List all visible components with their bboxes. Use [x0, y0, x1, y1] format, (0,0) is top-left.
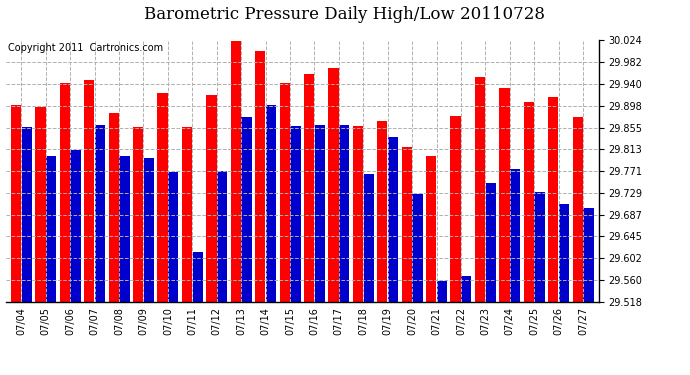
- Bar: [241, 117, 252, 302]
- Bar: [377, 121, 388, 302]
- Bar: [108, 113, 119, 302]
- Bar: [548, 98, 558, 302]
- Bar: [388, 136, 398, 302]
- Bar: [168, 172, 179, 302]
- Bar: [510, 169, 520, 302]
- Bar: [46, 156, 57, 302]
- Bar: [206, 95, 217, 302]
- Bar: [353, 126, 363, 302]
- Bar: [157, 93, 168, 302]
- Bar: [500, 88, 509, 302]
- Bar: [84, 80, 95, 302]
- Bar: [279, 83, 290, 302]
- Bar: [573, 117, 583, 302]
- Bar: [451, 116, 461, 302]
- Bar: [144, 158, 154, 302]
- Bar: [119, 156, 130, 302]
- Bar: [35, 107, 46, 302]
- Bar: [95, 125, 105, 302]
- Bar: [255, 51, 266, 302]
- Bar: [193, 252, 203, 302]
- Bar: [328, 68, 339, 302]
- Bar: [70, 150, 81, 302]
- Bar: [339, 125, 349, 302]
- Bar: [559, 204, 569, 302]
- Bar: [475, 76, 485, 302]
- Bar: [133, 127, 144, 302]
- Bar: [426, 156, 436, 302]
- Bar: [461, 276, 471, 302]
- Bar: [304, 74, 314, 302]
- Bar: [583, 208, 593, 302]
- Text: Barometric Pressure Daily High/Low 20110728: Barometric Pressure Daily High/Low 20110…: [144, 6, 546, 22]
- Bar: [437, 281, 447, 302]
- Bar: [486, 183, 496, 302]
- Bar: [402, 147, 412, 302]
- Bar: [413, 194, 422, 302]
- Bar: [230, 40, 241, 302]
- Bar: [535, 192, 544, 302]
- Bar: [524, 102, 534, 302]
- Bar: [60, 83, 70, 302]
- Bar: [290, 126, 301, 302]
- Bar: [21, 127, 32, 302]
- Bar: [266, 105, 276, 302]
- Bar: [11, 105, 21, 302]
- Bar: [315, 125, 325, 302]
- Bar: [217, 171, 227, 302]
- Bar: [364, 174, 374, 302]
- Bar: [182, 127, 192, 302]
- Text: Copyright 2011  Cartronics.com: Copyright 2011 Cartronics.com: [8, 43, 164, 53]
